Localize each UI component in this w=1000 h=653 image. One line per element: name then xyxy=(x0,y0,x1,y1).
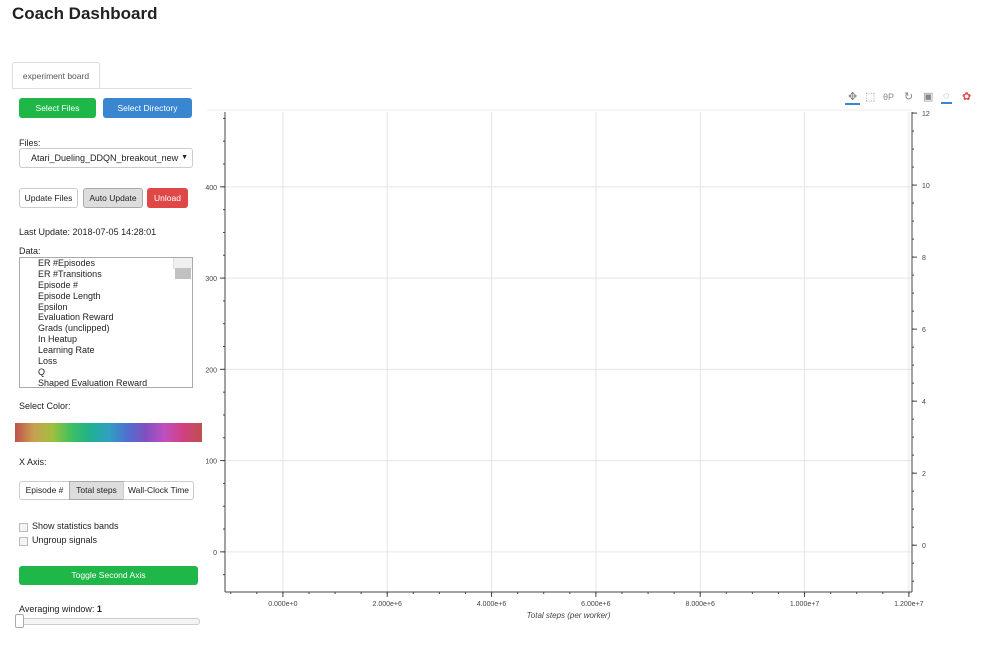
x-axis-label: X Axis: xyxy=(19,457,47,467)
select-files-button[interactable]: Select Files xyxy=(19,98,96,118)
x-tick-label: 4.000e+6 xyxy=(477,601,506,608)
y-tick-label: 200 xyxy=(205,367,217,374)
files-selected-value: Atari_Dueling_DDQN_breakout_new xyxy=(31,153,179,163)
page-title: Coach Dashboard xyxy=(12,4,158,23)
data-list-item[interactable]: Loss xyxy=(38,356,58,367)
wheel-zoom-icon[interactable]: θP xyxy=(883,92,895,102)
files-label: Files: xyxy=(19,138,41,148)
data-listbox[interactable]: ER #Episodes ER #Transitions Episode # Epis… xyxy=(19,257,193,388)
files-select[interactable]: Atari_Dueling_DDQN_breakout_new ▼ xyxy=(19,148,193,168)
y-tick-label: 400 xyxy=(205,185,217,192)
data-label: Data: xyxy=(19,246,41,256)
last-update-text: Last Update: 2018-07-05 14:28:01 xyxy=(19,227,157,237)
data-list-item[interactable]: Grads (unclipped) xyxy=(38,323,110,334)
averaging-window-value: 1 xyxy=(96,604,102,614)
reset-icon[interactable]: ↻ xyxy=(904,91,914,103)
listbox-scrollbar[interactable] xyxy=(173,258,192,279)
data-list-item[interactable]: Q xyxy=(38,366,46,377)
data-list-item[interactable]: Learning Rate xyxy=(38,345,95,356)
data-list-item[interactable]: Episode Length xyxy=(38,290,101,301)
show-stats-bands-checkbox[interactable] xyxy=(19,523,28,532)
y2-tick-label: 4 xyxy=(922,399,926,406)
tab-divider xyxy=(12,88,192,89)
caret-down-icon: ▼ xyxy=(181,154,188,161)
y2-tick-label: 8 xyxy=(922,255,926,262)
y2-tick-label: 10 xyxy=(922,183,930,190)
data-list-item[interactable]: Evaluation Reward xyxy=(38,312,114,323)
scrollbar-thumb[interactable] xyxy=(175,268,191,279)
toggle-second-axis-button[interactable]: Toggle Second Axis xyxy=(19,566,198,585)
x-tick-label: 8.000e+6 xyxy=(686,601,715,608)
update-files-button[interactable]: Update Files xyxy=(19,188,78,208)
data-list-item[interactable]: Episode # xyxy=(38,279,79,290)
box-zoom-icon[interactable]: ⬚ xyxy=(865,91,876,103)
select-directory-button[interactable]: Select Directory xyxy=(103,98,192,118)
y-tick-label: 300 xyxy=(205,276,217,283)
y2-tick-label: 2 xyxy=(922,471,926,478)
pan-icon[interactable]: ✥ xyxy=(845,90,861,105)
data-list-item[interactable]: Epsilon xyxy=(38,301,68,312)
data-list-item[interactable]: ER #Transitions xyxy=(38,268,102,279)
ungroup-signals-checkbox[interactable] xyxy=(19,537,28,546)
hover-icon[interactable]: ◌ xyxy=(941,90,952,104)
tab-experiment-board[interactable]: experiment board xyxy=(12,62,100,89)
auto-update-button[interactable]: Auto Update xyxy=(83,188,143,208)
save-icon[interactable]: ▣ xyxy=(923,91,934,103)
data-list-item[interactable]: In Heatup xyxy=(38,334,78,345)
data-list-item[interactable]: Shaped Evaluation Reward xyxy=(38,377,148,388)
x-axis-title: Total steps (per worker) xyxy=(527,611,611,620)
ungroup-signals-label: Ungroup signals xyxy=(32,535,98,545)
y2-tick-label: 6 xyxy=(922,327,926,334)
color-palette[interactable] xyxy=(15,423,202,442)
x-tick-label: 0.000e+0 xyxy=(268,601,297,608)
y2-tick-label: 12 xyxy=(922,111,930,118)
averaging-window-label: Averaging window: xyxy=(19,604,95,614)
color-wheel-icon[interactable]: ✿ xyxy=(962,91,972,103)
x-tick-label: 1.000e+7 xyxy=(790,601,819,608)
slider-handle[interactable] xyxy=(15,614,24,628)
x-tick-label: 6.000e+6 xyxy=(581,601,610,608)
data-list-item[interactable]: ER #Episodes xyxy=(38,258,96,268)
show-stats-bands-label: Show statistics bands xyxy=(32,521,119,531)
y2-tick-label: 0 xyxy=(922,543,926,550)
select-color-label: Select Color: xyxy=(19,401,71,411)
x-axis-option-wall-clock[interactable]: Wall-Clock Time xyxy=(123,481,194,500)
y-tick-label: 100 xyxy=(205,459,217,466)
y-tick-label: 0 xyxy=(213,550,217,557)
unload-button[interactable]: Unload xyxy=(147,188,188,208)
x-tick-label: 1.200e+7 xyxy=(894,601,923,608)
x-tick-label: 2.000e+6 xyxy=(373,601,402,608)
